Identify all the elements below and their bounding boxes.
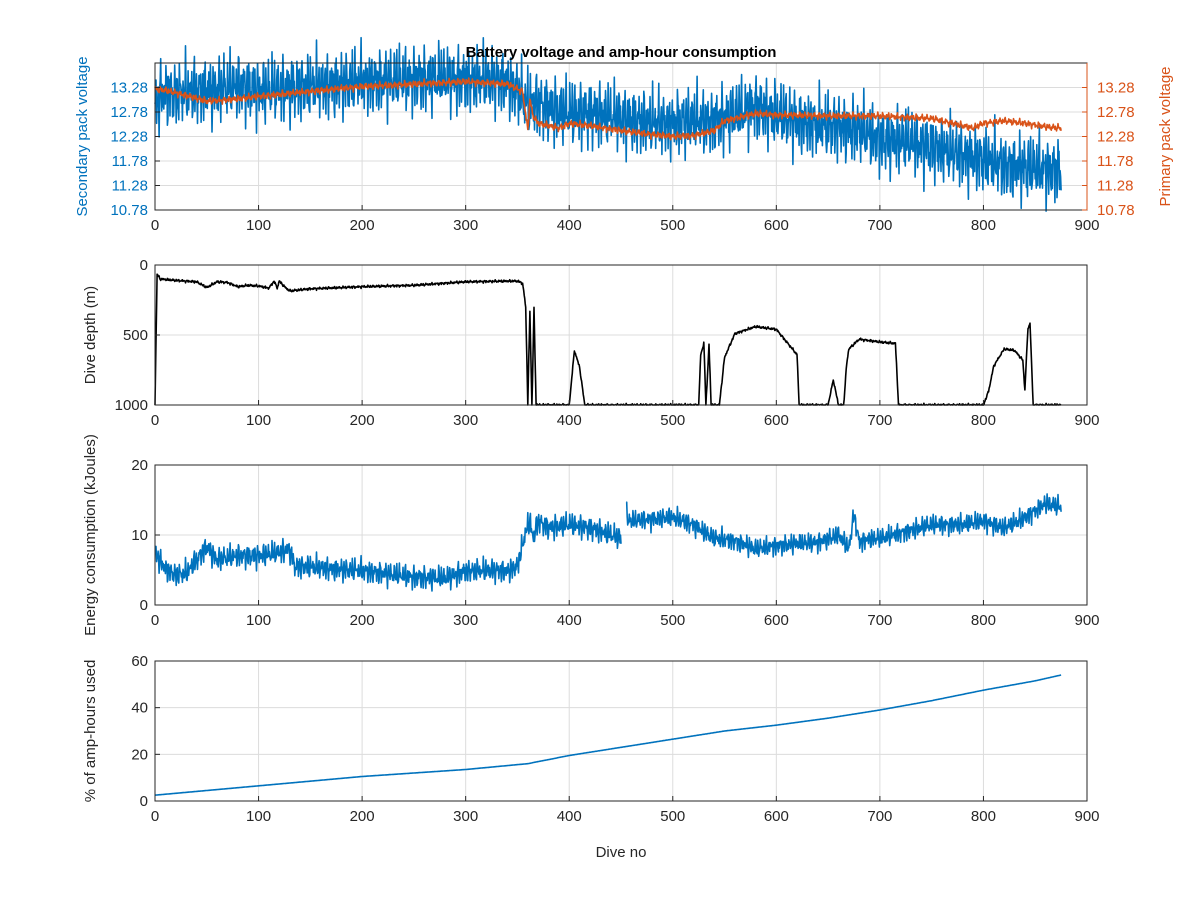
- x-tick-label: 500: [660, 412, 685, 429]
- series-line-left-0: [154, 36, 1062, 212]
- right-y-tick-label: 10.78: [1097, 202, 1135, 219]
- x-tick-label: 700: [867, 612, 892, 629]
- x-tick-label: 900: [1074, 808, 1099, 825]
- y-tick-label: 12.78: [110, 104, 148, 121]
- right-y-axis-label: Primary pack voltage: [1157, 66, 1174, 206]
- y-axis-label: Energy consumption (kJoules): [82, 434, 99, 636]
- series-line-0: [154, 510, 622, 592]
- y-tick-label: 60: [131, 653, 148, 670]
- x-tick-label: 100: [246, 217, 271, 234]
- x-tick-label: 600: [764, 808, 789, 825]
- voltage-panel: 0 100 200 300 400 500 600 700 800 90010.7811.2811…: [74, 36, 1174, 234]
- right-y-tick-label: 11.28: [1097, 178, 1133, 195]
- x-tick-label: 700: [867, 808, 892, 825]
- x-tick-label: 400: [557, 808, 582, 825]
- x-tick-label: 200: [350, 612, 375, 629]
- y-tick-label: 500: [123, 327, 148, 344]
- depth-panel: 0 100 200 300 400 500 600 700 800 900 0 500 1000 Dive…: [82, 257, 1100, 429]
- right-y-tick-label: 13.28: [1097, 80, 1135, 97]
- right-y-tick-label: 11.78: [1097, 153, 1133, 170]
- x-tick-label: 800: [971, 217, 996, 234]
- right-y-tick-label: 12.78: [1097, 104, 1135, 121]
- y-axis-label: Dive depth (m): [82, 286, 99, 384]
- x-tick-label: 100: [246, 612, 271, 629]
- y-tick-label: 13.28: [110, 80, 148, 97]
- x-tick-label: 700: [867, 412, 892, 429]
- y-tick-label: 0: [140, 597, 148, 614]
- y-tick-label: 0: [140, 257, 148, 274]
- y-tick-label: 1000: [115, 397, 148, 414]
- x-tick-label: 600: [764, 412, 789, 429]
- x-tick-label: 700: [867, 217, 892, 234]
- x-tick-label: 200: [350, 217, 375, 234]
- x-tick-label: 800: [971, 412, 996, 429]
- x-tick-label: 0: [151, 412, 159, 429]
- x-tick-label: 200: [350, 808, 375, 825]
- x-tick-label: 900: [1074, 412, 1099, 429]
- x-tick-label: 300: [453, 217, 478, 234]
- x-tick-label: 300: [453, 612, 478, 629]
- y-axis-label: % of amp-hours used: [82, 660, 99, 803]
- y-tick-label: 20: [131, 457, 148, 474]
- x-tick-label: 300: [453, 412, 478, 429]
- y-tick-label: 11.78: [112, 153, 148, 170]
- right-y-tick-label: 12.28: [1097, 129, 1135, 146]
- x-tick-label: 800: [971, 808, 996, 825]
- x-tick-label: 0: [151, 808, 159, 825]
- x-tick-label: 600: [764, 217, 789, 234]
- x-tick-label: 0: [151, 217, 159, 234]
- x-tick-label: 500: [660, 217, 685, 234]
- x-tick-label: 900: [1074, 612, 1099, 629]
- y-tick-label: 20: [131, 746, 148, 763]
- y-tick-label: 12.28: [110, 129, 148, 146]
- chart-title: Battery voltage and amp-hour consumption: [466, 44, 777, 61]
- y-tick-label: 10.78: [110, 202, 148, 219]
- energy-panel: 0 100 200 300 400 500 600 700 800 900 0 10 20 Energy …: [82, 434, 1100, 636]
- y-tick-label: 40: [131, 700, 148, 717]
- x-tick-label: 100: [246, 412, 271, 429]
- y-axis-label: Secondary pack voltage: [74, 56, 91, 216]
- y-tick-label: 0: [140, 793, 148, 810]
- x-tick-label: 400: [557, 412, 582, 429]
- x-tick-label: 500: [660, 612, 685, 629]
- x-tick-label: 900: [1074, 217, 1099, 234]
- series-line-right-1: [154, 77, 1062, 141]
- x-tick-label: 800: [971, 612, 996, 629]
- x-tick-label: 400: [557, 217, 582, 234]
- x-tick-label: 100: [246, 808, 271, 825]
- y-tick-label: 11.28: [112, 178, 148, 195]
- x-tick-label: 300: [453, 808, 478, 825]
- x-tick-label: 400: [557, 612, 582, 629]
- series-line-1: [625, 493, 1062, 559]
- axes-frame: [154, 660, 1088, 802]
- y-tick-label: 10: [131, 527, 148, 544]
- x-tick-label: 200: [350, 412, 375, 429]
- amp-hours-panel: 0 100 200 300 400 500 600 700 800 900 0 20 40 60 % of …: [82, 653, 1100, 861]
- x-tick-label: 500: [660, 808, 685, 825]
- x-axis-label: Dive no: [596, 844, 647, 861]
- x-tick-label: 0: [151, 612, 159, 629]
- plot-area: [155, 661, 1087, 801]
- x-tick-label: 600: [764, 612, 789, 629]
- series-line-0: [154, 674, 1062, 796]
